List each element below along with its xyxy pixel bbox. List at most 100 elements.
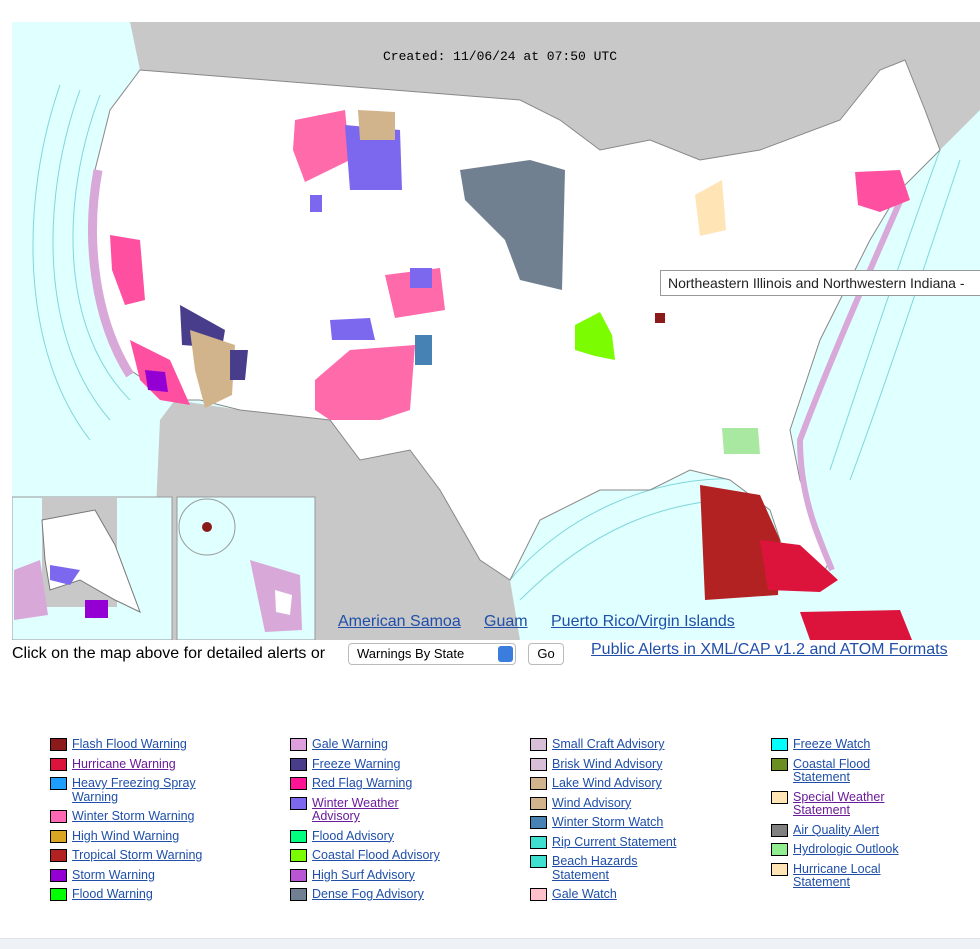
legend-swatch	[290, 888, 307, 901]
select-value: Warnings By State	[357, 646, 465, 661]
legend-item: Red Flag Warning	[290, 776, 447, 791]
legend-link[interactable]: Coastal Flood Statement	[793, 756, 871, 784]
legend-swatch	[290, 757, 307, 771]
legend-swatch	[290, 738, 307, 751]
legend-column: Small Craft Advisory Brisk Wind Advisory L…	[530, 737, 687, 908]
legend-link[interactable]: Brisk Wind Advisory	[552, 756, 663, 771]
map-tooltip: Northeastern Illinois and Northwestern I…	[660, 270, 980, 296]
legend-link[interactable]: Hurricane Local Statement	[793, 861, 881, 889]
legend-item: Storm Warning	[50, 867, 207, 883]
state-select[interactable]: Warnings By State	[348, 643, 516, 665]
hawaii-inset	[176, 496, 316, 640]
legend-item: Freeze Warning	[290, 756, 447, 772]
legend-link[interactable]: Heavy Freezing Spray Warning	[72, 776, 196, 804]
legend-link[interactable]: Winter Storm Warning	[72, 809, 195, 823]
alert-map[interactable]: Created: 11/06/24 at 07:50 UTC	[12, 22, 980, 640]
legend-link[interactable]: High Surf Advisory	[312, 867, 415, 882]
legend-item: Brisk Wind Advisory	[530, 756, 687, 772]
legend-item: Small Craft Advisory	[530, 737, 687, 752]
legend-item: Gale Watch	[530, 887, 687, 902]
alaska-inset	[12, 496, 173, 640]
legend-swatch	[50, 829, 67, 843]
legend-swatch	[771, 823, 788, 837]
legend-item: Winter Storm Warning	[50, 809, 207, 824]
legend-item: Gale Warning	[290, 737, 447, 752]
legend-link[interactable]: Red Flag Warning	[312, 776, 413, 790]
legend-swatch	[530, 738, 547, 751]
select-arrow	[498, 646, 513, 662]
legend-swatch	[771, 738, 788, 751]
legend-link[interactable]: High Wind Warning	[72, 828, 180, 843]
legend-swatch	[50, 738, 67, 751]
legend-swatch	[50, 849, 67, 862]
legend-swatch	[530, 796, 547, 810]
territory-link[interactable]: Guam	[484, 613, 528, 630]
legend-link[interactable]: Small Craft Advisory	[552, 737, 665, 751]
legend-item: Hydrologic Outlook	[771, 842, 905, 857]
legend-item: Dense Fog Advisory	[290, 887, 447, 902]
legend-link[interactable]: Flood Warning	[72, 887, 153, 901]
legend-link[interactable]: Storm Warning	[72, 867, 155, 882]
legend-link[interactable]: Tropical Storm Warning	[72, 848, 203, 862]
legend-swatch	[530, 816, 547, 829]
legend-link[interactable]: Gale Warning	[312, 737, 388, 751]
legend-link[interactable]: Beach Hazards Statement	[552, 854, 638, 882]
legend-swatch	[771, 790, 788, 804]
legend-item: Coastal Flood Statement	[771, 756, 905, 785]
feed-link[interactable]: Public Alerts in XML/CAP v1.2 and ATOM F…	[591, 641, 948, 658]
legend-link[interactable]: Rip Current Statement	[552, 834, 677, 849]
territory-link[interactable]: American Samoa	[338, 613, 461, 630]
legend-swatch	[290, 868, 307, 882]
territory-link[interactable]: Puerto Rico/Virgin Islands	[551, 613, 735, 630]
legend-swatch	[290, 829, 307, 843]
legend-item: High Surf Advisory	[290, 867, 447, 883]
legend-item: Flood Advisory	[290, 828, 447, 844]
legend-item: Coastal Flood Advisory	[290, 848, 447, 863]
legend-link[interactable]: Hydrologic Outlook	[793, 842, 899, 856]
legend-swatch	[771, 757, 788, 771]
coastal-strip	[88, 169, 134, 378]
legend-link[interactable]: Hurricane Warning	[72, 756, 176, 771]
legend-link[interactable]: Freeze Warning	[312, 756, 401, 771]
legend-column: Gale Warning Freeze Warning Red Flag Warni…	[290, 737, 447, 908]
legend-item: Special Weather Statement	[771, 789, 905, 818]
alert-areas	[110, 110, 912, 640]
legend-swatch	[50, 868, 67, 882]
prompt: Click on the map above for detailed aler…	[12, 645, 326, 662]
legend-swatch	[530, 777, 547, 790]
canada	[130, 22, 980, 160]
legend-item: Freeze Watch	[771, 737, 905, 752]
legend-swatch	[530, 757, 547, 771]
go-button[interactable]: Go	[528, 643, 564, 665]
legend-link[interactable]: Winter Weather Advisory	[312, 795, 399, 823]
legend-swatch	[530, 855, 547, 868]
legend-swatch	[530, 888, 547, 901]
legend-link[interactable]: Air Quality Alert	[793, 822, 880, 837]
legend-link[interactable]: Dense Fog Advisory	[312, 887, 424, 901]
legend-swatch	[771, 843, 788, 856]
legend-link[interactable]: Special Weather Statement	[793, 789, 885, 817]
legend-link[interactable]: Flash Flood Warning	[72, 737, 187, 751]
legend-item: Beach Hazards Statement	[530, 854, 687, 882]
legend-swatch	[290, 849, 307, 862]
legend-item: Air Quality Alert	[771, 822, 905, 838]
legend-link[interactable]: Freeze Watch	[793, 737, 871, 751]
footer-band	[0, 938, 980, 949]
legend-item: Winter Storm Watch	[530, 815, 687, 830]
legend-swatch	[290, 796, 307, 810]
legend-item: Lake Wind Advisory	[530, 776, 687, 791]
legend-item: Hurricane Warning	[50, 756, 207, 772]
legend-column: Freeze Watch Coastal Flood Statement Speci…	[771, 737, 905, 896]
legend-swatch	[530, 835, 547, 849]
legend-link[interactable]: Wind Advisory	[552, 795, 632, 810]
legend-link[interactable]: Winter Storm Watch	[552, 815, 664, 829]
legend-item: Hurricane Local Statement	[771, 861, 905, 890]
legend-link[interactable]: Flood Advisory	[312, 828, 394, 843]
legend-link[interactable]: Coastal Flood Advisory	[312, 848, 440, 862]
legend-link[interactable]: Lake Wind Advisory	[552, 776, 662, 790]
legend-item: Rip Current Statement	[530, 834, 687, 850]
legend-link[interactable]: Gale Watch	[552, 887, 617, 901]
legend-swatch	[50, 888, 67, 901]
created-stamp: Created: 11/06/24 at 07:50 UTC	[383, 49, 617, 64]
